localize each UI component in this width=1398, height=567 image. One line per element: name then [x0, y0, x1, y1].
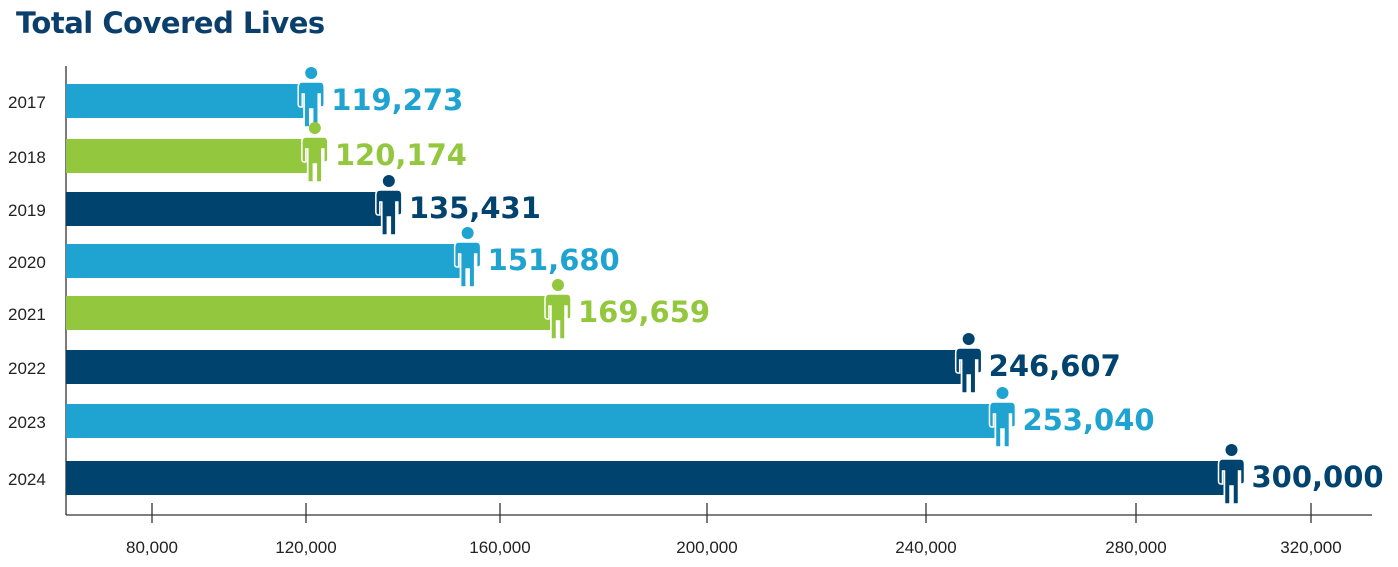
person-icon [954, 333, 983, 394]
person-icon-body [375, 189, 403, 236]
data-label: 119,273 [331, 83, 463, 117]
x-tick-label: 160,000 [469, 538, 530, 557]
y-tick-label: 2018 [8, 148, 46, 167]
data-label: 169,659 [578, 295, 710, 329]
y-tick-label: 2023 [8, 413, 46, 432]
x-tick-label: 200,000 [676, 538, 737, 557]
person-icon [375, 175, 403, 236]
person-icon [1217, 444, 1246, 505]
person-icon-body [1217, 458, 1246, 505]
person-icon [301, 122, 329, 183]
person-icon-body [988, 401, 1017, 448]
person-icon-body [453, 241, 482, 288]
person-icon-head [308, 122, 321, 134]
bar [66, 244, 460, 278]
bar [66, 84, 304, 118]
x-tick-label: 320,000 [1280, 538, 1341, 557]
data-label: 120,174 [335, 138, 467, 172]
data-label: 135,431 [409, 191, 541, 225]
bar [66, 350, 961, 384]
person-icon-head [962, 333, 975, 345]
person-icon-body [297, 81, 325, 128]
bar [66, 404, 995, 438]
person-icon-body [544, 293, 572, 340]
data-label: 300,000 [1252, 460, 1384, 494]
person-icon-head [1225, 444, 1238, 456]
bar [66, 296, 550, 330]
y-tick-label: 2021 [8, 305, 46, 324]
person-icon-head [382, 175, 395, 187]
x-tick-label: 120,000 [275, 538, 336, 557]
person-icon-body [954, 347, 983, 394]
person-icon [297, 67, 325, 128]
x-tick-label: 240,000 [895, 538, 956, 557]
person-icon-head [305, 67, 318, 79]
person-icon-head [996, 387, 1009, 399]
y-tick-label: 2017 [8, 93, 46, 112]
y-tick-label: 2022 [8, 359, 46, 378]
bar [66, 192, 381, 226]
person-icon [453, 227, 482, 288]
y-tick-label: 2020 [8, 253, 46, 272]
person-icon-body [301, 136, 329, 183]
data-label: 253,040 [1022, 403, 1154, 437]
data-label: 151,680 [488, 243, 620, 277]
bar [66, 461, 1224, 495]
person-icon-head [461, 227, 474, 239]
person-icon [988, 387, 1017, 448]
x-tick-label: 280,000 [1105, 538, 1166, 557]
bar [66, 139, 307, 173]
chart-title: Total Covered Lives [16, 6, 325, 40]
person-icon-head [551, 279, 564, 291]
person-icon [544, 279, 572, 340]
data-label: 246,607 [989, 349, 1121, 383]
y-tick-label: 2019 [8, 201, 46, 220]
y-tick-label: 2024 [8, 470, 46, 489]
x-tick-label: 80,000 [126, 538, 178, 557]
